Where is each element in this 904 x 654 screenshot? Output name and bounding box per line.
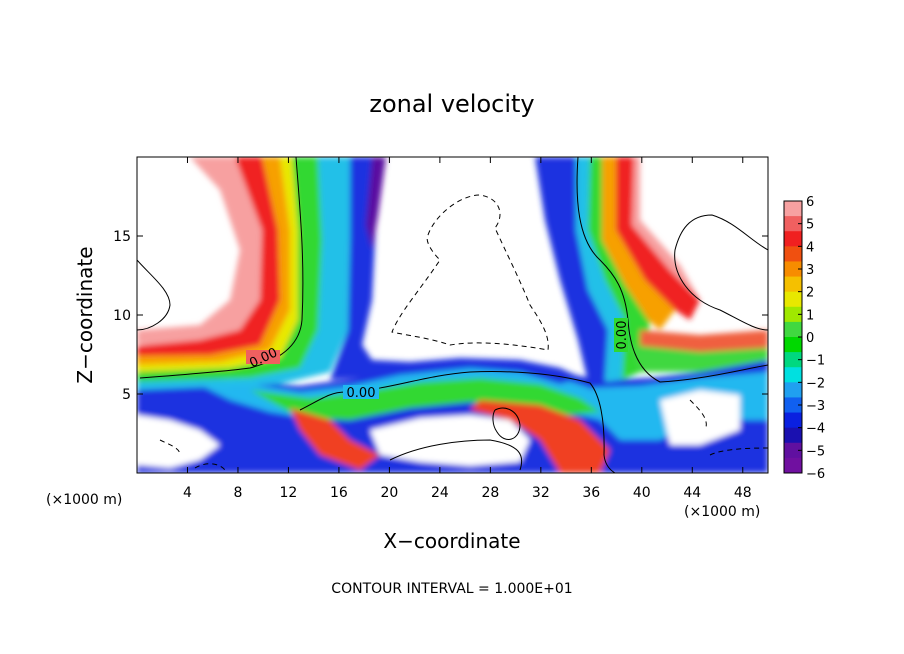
colorbar-segment xyxy=(784,246,802,262)
y-tick-label: 10 xyxy=(113,308,131,324)
colorbar-tick-label: 3 xyxy=(806,263,814,278)
field-left-cyan xyxy=(137,157,350,390)
field-right-cyan xyxy=(576,157,625,382)
field-right-orange xyxy=(602,157,675,330)
plot-area: 0.00 0.00 0.00 xyxy=(137,157,768,473)
colorbar-segment xyxy=(784,442,802,459)
x-tick-label: 44 xyxy=(683,485,701,501)
x-tick-label: 24 xyxy=(431,485,449,501)
x-tick-label: 32 xyxy=(532,485,550,501)
field-right-lower-green xyxy=(630,345,768,372)
field-right-blue xyxy=(535,157,608,390)
field-lower-white-mid xyxy=(370,415,530,466)
field-right-green xyxy=(588,157,650,380)
colorbar-tick-label: 2 xyxy=(806,286,814,301)
x-tick-label: 12 xyxy=(280,485,298,501)
y-tick-label: 5 xyxy=(122,387,131,403)
colorbar-segment xyxy=(784,427,802,444)
colorbar-segment xyxy=(784,291,802,308)
y-axis-label: Z−coordinate xyxy=(73,246,97,383)
x-axis-label: X−coordinate xyxy=(383,529,520,553)
colorbar-segment xyxy=(784,412,802,429)
field-right-pink xyxy=(632,157,700,300)
x-tick-label: 8 xyxy=(233,485,242,501)
field-left-purple xyxy=(366,157,386,250)
field-lower-white-right xyxy=(660,390,740,445)
colorbar-segment xyxy=(784,261,802,278)
colorbar-tick-label: 0 xyxy=(806,331,814,346)
colorbar-segment xyxy=(784,231,802,247)
y-tick-label: 15 xyxy=(113,229,131,245)
field-lower-white xyxy=(137,415,220,468)
field-lower-cyan xyxy=(190,368,768,440)
colorbar-tick-label: 5 xyxy=(806,218,814,233)
field-left-orange xyxy=(137,157,290,365)
contour-dashed-small-right xyxy=(689,399,707,431)
chart-title: zonal velocity xyxy=(369,90,534,118)
colorbar-tick-label: −4 xyxy=(806,422,825,437)
contour-dashed-lower-left xyxy=(159,439,181,456)
colorbar-segment xyxy=(784,457,802,474)
x-tick-label: 36 xyxy=(582,485,600,501)
colorbar-tick-label: 4 xyxy=(806,240,814,255)
x-tick-label: 28 xyxy=(481,485,499,501)
x-unit-left: (×1000 m) xyxy=(46,492,122,508)
field-left-green xyxy=(137,157,322,382)
field-left-blue xyxy=(330,157,582,384)
colorbar-tick-label: −2 xyxy=(806,376,825,391)
colorbar-segment xyxy=(784,306,802,323)
colorbar-segment xyxy=(784,367,802,383)
x-unit-right: (×1000 m) xyxy=(684,504,760,520)
contour-label-group: 0.00 0.00 0.00 xyxy=(246,318,630,401)
contour-dashed-lower-right xyxy=(709,447,768,456)
field-right-red xyxy=(616,157,700,320)
contour-lower-right-solid xyxy=(492,407,521,440)
field-lower-red-right xyxy=(470,400,610,473)
field-left-red xyxy=(137,157,280,356)
filled-contours xyxy=(137,157,768,473)
x-tick-label: 20 xyxy=(380,485,398,501)
colorbar-segment xyxy=(784,352,802,368)
field-left-yellow xyxy=(137,157,298,372)
colorbar-segment xyxy=(784,397,802,414)
contour-zero-left xyxy=(139,157,304,379)
x-tick-label: 16 xyxy=(330,485,348,501)
colorbar-segment xyxy=(784,216,802,232)
colorbar-tick-label: −5 xyxy=(806,444,825,459)
contour-dashed-center xyxy=(391,194,549,351)
contour-dashed-bottom-left xyxy=(194,463,226,471)
x-axis-ticks: 4 8 12 16 20 24 28 32 36 40 44 48 xyxy=(183,157,752,501)
field-left-pink xyxy=(137,157,262,345)
y-axis-ticks: 5 10 15 xyxy=(113,229,768,403)
contour-upper-right-solid xyxy=(674,214,768,331)
colorbar-segment xyxy=(784,382,802,398)
x-tick-label: 4 xyxy=(183,485,192,501)
colorbar-tick-label: 6 xyxy=(806,195,814,210)
contour-left-solid xyxy=(137,259,171,331)
field-lower-green xyxy=(250,378,600,420)
colorbar-tick-label: 1 xyxy=(806,308,814,323)
contour-label: 0.00 xyxy=(615,321,630,350)
colorbar-tick-label: −6 xyxy=(806,467,825,482)
field-lower-red xyxy=(290,408,380,470)
colorbar-segment xyxy=(784,201,802,217)
colorbar-tick-label: −3 xyxy=(806,399,825,414)
colorbar: 6 5 4 3 2 1 0 −1 −2 −3 −4 −5 −6 xyxy=(783,195,825,482)
colorbar-segment xyxy=(784,337,802,353)
contour-interval-footer: CONTOUR INTERVAL = 1.000E+01 xyxy=(331,581,572,597)
colorbar-segment xyxy=(784,321,802,338)
colorbar-tick-label: −1 xyxy=(806,354,825,369)
contour-label: 0.00 xyxy=(347,386,376,401)
x-tick-label: 48 xyxy=(734,485,752,501)
x-tick-label: 40 xyxy=(633,485,651,501)
contour-lower-mid-solid xyxy=(389,439,523,471)
colorbar-segment xyxy=(784,276,802,293)
